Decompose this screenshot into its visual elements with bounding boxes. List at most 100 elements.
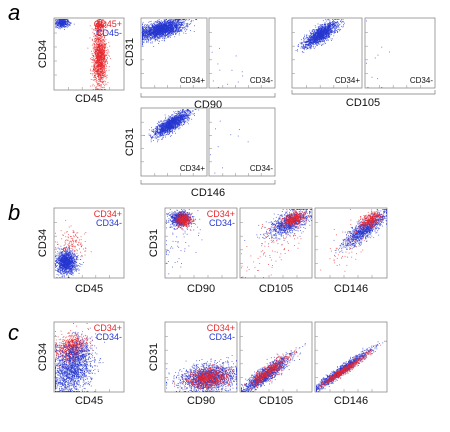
event-point [93,56,95,57]
event-point [97,66,99,68]
event-point [96,23,98,25]
event-point [91,65,93,67]
event-point [97,34,99,36]
event-point [149,27,151,29]
event-point [153,21,155,23]
event-point [149,23,151,25]
event-point [159,21,161,23]
event-point [167,29,169,31]
event-point [65,23,67,25]
event-point [64,25,66,27]
event-point [58,23,60,25]
event-point [96,30,98,32]
event-point [178,26,180,28]
event-point [171,32,173,34]
event-point [59,21,61,22]
event-point [99,34,101,36]
event-point [102,70,104,72]
event-point [57,27,58,28]
event-point [163,30,165,32]
event-point [100,47,102,49]
event-point [93,36,95,38]
event-point [103,46,105,48]
event-point [193,31,195,32]
event-point [97,33,99,35]
event-point [172,30,174,32]
event-point [98,75,99,77]
event-point [169,19,171,20]
event-point [157,22,159,23]
event-point [173,29,175,31]
event-point [63,26,64,27]
event-point [103,58,105,60]
event-point [104,53,106,55]
event-point [95,70,97,72]
event-point [98,39,100,41]
event-point [58,21,60,22]
event-point [156,34,158,36]
event-point [152,23,154,25]
event-point [66,19,68,21]
event-point [163,40,165,42]
event-point [99,59,101,61]
event-point [103,57,105,59]
event-point [94,59,96,60]
event-point [306,47,308,49]
event-point [184,26,186,28]
event-point [98,64,99,65]
event-point [59,22,60,23]
event-point [102,54,104,55]
event-point [102,25,104,27]
event-point [99,74,101,75]
event-point [330,22,332,24]
event-point [102,80,104,82]
event-point [152,36,154,38]
event-point [94,34,96,36]
event-point [101,67,103,69]
event-point [159,36,161,38]
event-point [98,30,100,32]
event-point [176,26,178,28]
event-point [103,55,104,57]
event-point [96,66,98,68]
event-point [97,58,99,60]
event-point [179,22,181,24]
event-point [156,35,158,37]
event-point [156,23,158,25]
event-point [173,19,175,20]
event-point [169,30,170,32]
event-point [170,20,172,22]
event-point [104,63,106,65]
event-point [142,38,144,40]
event-point [302,46,304,47]
event-point [98,39,100,41]
event-point [103,69,105,71]
event-point [155,24,157,26]
event-point [174,24,176,26]
event-point [163,21,165,22]
event-point [100,66,102,68]
event-point [104,89,106,90]
event-point [143,33,144,35]
event-point [56,22,58,24]
event-point [105,61,106,62]
event-point [101,65,103,67]
event-point [94,49,96,51]
event-point [92,79,94,81]
event-point [93,61,95,63]
event-point [149,30,151,32]
event-point [170,27,172,29]
event-point [102,27,104,29]
event-point [94,47,96,49]
event-point [309,46,311,48]
event-point [174,36,176,38]
event-point [103,39,105,41]
event-point [194,25,195,27]
event-point [105,60,107,61]
event-point [96,24,98,26]
event-point [56,25,58,27]
event-point [154,36,156,38]
event-point [98,56,99,58]
event-point [100,45,102,47]
